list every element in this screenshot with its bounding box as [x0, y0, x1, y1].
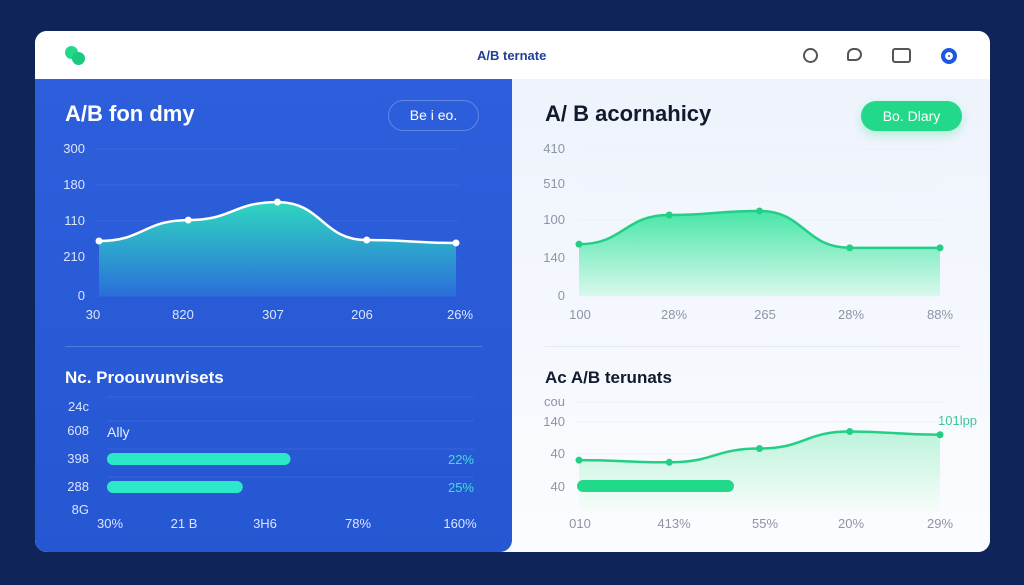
y-tick-label: 288	[67, 479, 89, 494]
data-point	[936, 431, 944, 439]
data-point	[756, 445, 763, 453]
bar-legend-label: Ally	[107, 424, 130, 440]
divider	[545, 346, 960, 347]
x-tick-label: 206	[351, 307, 373, 322]
data-point	[936, 244, 944, 252]
right-title: A/ B acornahicy	[545, 101, 712, 126]
x-tick-label: 100	[569, 307, 591, 322]
data-point	[756, 207, 763, 215]
data-point	[452, 239, 460, 247]
y-tick-label: 180	[63, 177, 85, 192]
x-tick-label: 265	[754, 307, 776, 322]
data-point	[665, 458, 673, 466]
area-fill	[579, 210, 940, 296]
x-tick-label: 3H6	[253, 516, 277, 531]
x-tick-label: 55%	[752, 516, 778, 531]
chat-icon[interactable]	[847, 48, 862, 61]
x-tick-label: 010	[569, 516, 591, 531]
right-button[interactable]: Bo. Dlary	[861, 101, 962, 131]
divider	[65, 346, 482, 347]
x-tick-label: 28%	[838, 307, 864, 322]
y-tick-label: 0	[78, 288, 85, 303]
x-tick-label: 820	[172, 307, 194, 322]
data-point	[575, 456, 583, 464]
x-tick-label: 307	[262, 307, 284, 322]
y-tick-label: 300	[63, 141, 85, 156]
x-tick-label: 30%	[97, 516, 123, 531]
x-tick-label: 20%	[838, 516, 864, 531]
y-tick-label: 110	[64, 213, 85, 228]
header: A/B ternate	[35, 31, 990, 79]
left-button[interactable]: Be i eo.	[388, 100, 479, 131]
x-tick-label: 30	[86, 307, 100, 322]
logo-icon	[65, 46, 87, 68]
y-tick-label: 40	[551, 446, 565, 461]
location-icon[interactable]	[941, 48, 957, 64]
app-title: A/B ternate	[477, 48, 547, 63]
data-point	[95, 237, 103, 245]
data-point	[846, 428, 854, 436]
wallet-icon[interactable]	[892, 48, 911, 63]
data-point	[575, 240, 583, 248]
left-subtitle: Nc. Proouvunvisets	[65, 368, 224, 387]
area-fill	[579, 431, 940, 510]
y-tick-label: 140	[543, 250, 565, 265]
left-panel: A/B fon dmy Be i eo. Nc. Proouvunvisets …	[35, 79, 512, 552]
progress-bar	[577, 480, 734, 492]
x-tick-label: 160%	[443, 516, 477, 531]
x-tick-label: 28%	[661, 307, 687, 322]
chart-annotation: 101lpp	[938, 413, 978, 428]
left-title: A/B fon dmy	[65, 101, 195, 126]
y-tick-label: 398	[67, 451, 89, 466]
data-point	[846, 244, 854, 252]
bar	[107, 453, 291, 465]
x-tick-label: 26%	[447, 307, 473, 322]
y-tick-label: cou	[544, 394, 565, 409]
x-tick-label: 21 B	[171, 516, 198, 531]
data-point	[363, 236, 371, 244]
y-tick-label: 510	[543, 176, 565, 191]
data-point	[665, 211, 673, 219]
y-tick-label: 24c	[68, 399, 89, 414]
search-icon[interactable]	[803, 48, 818, 63]
y-tick-label: 0	[558, 288, 565, 303]
y-tick-label: 8G	[72, 502, 89, 517]
y-tick-label: 410	[543, 141, 565, 156]
bar-value-label: 25%	[448, 480, 474, 495]
x-tick-label: 88%	[927, 307, 953, 322]
y-tick-label: 608	[67, 423, 89, 438]
bar-value-label: 22%	[448, 452, 474, 467]
x-tick-label: 29%	[927, 516, 953, 531]
y-tick-label: 140	[543, 414, 565, 429]
right-subtitle: Ac A/B terunats	[545, 368, 672, 387]
x-tick-label: 78%	[345, 516, 371, 531]
area-fill	[99, 202, 456, 296]
y-tick-label: 210	[63, 249, 85, 264]
x-tick-label: 413%	[657, 516, 691, 531]
data-point	[274, 198, 281, 206]
bar	[107, 481, 243, 493]
y-tick-label: 40	[551, 479, 565, 494]
y-tick-label: 100	[543, 212, 565, 227]
data-point	[184, 216, 192, 224]
